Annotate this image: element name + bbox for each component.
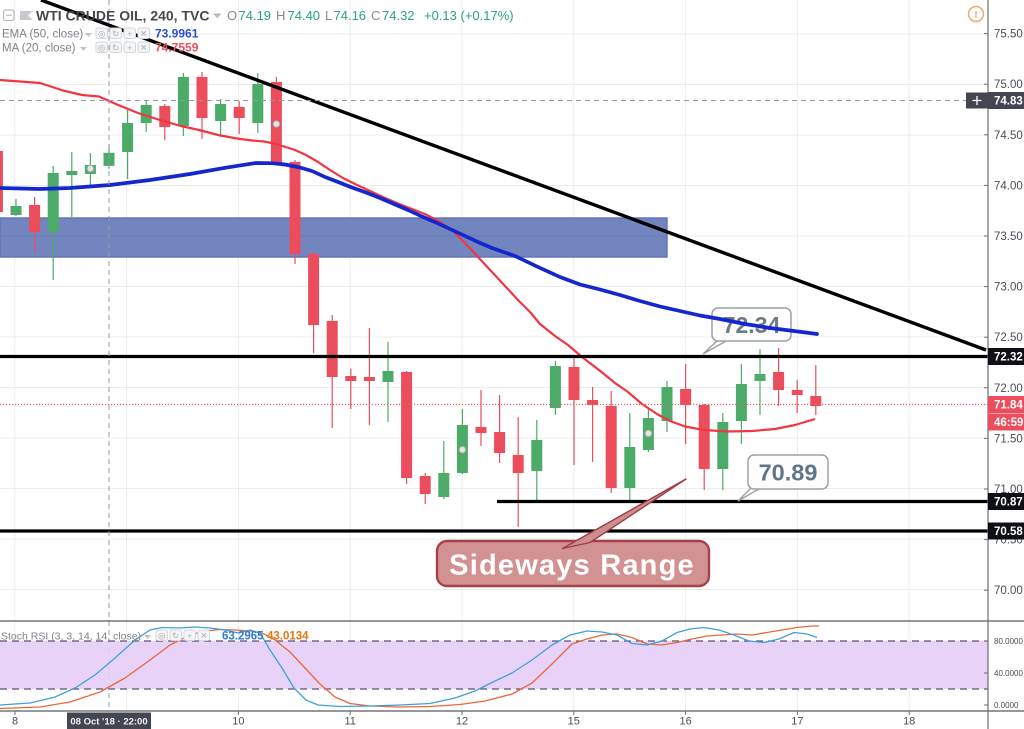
svg-text:Sideways Range: Sideways Range (449, 550, 695, 582)
svg-text:↻: ↻ (172, 630, 179, 640)
svg-text:◎: ◎ (158, 630, 166, 640)
svg-text:EMA (50, close): EMA (50, close) (2, 29, 83, 41)
svg-text:11: 11 (344, 716, 355, 728)
svg-text:71.50: 71.50 (994, 433, 1023, 445)
svg-text:Stoch RSI (3, 3, 14, 14, close: Stoch RSI (3, 3, 14, 14, close) (1, 631, 141, 643)
svg-text:72.50: 72.50 (994, 332, 1023, 344)
svg-text:↻: ↻ (112, 28, 119, 38)
svg-text:L: L (325, 8, 332, 23)
svg-text:73.50: 73.50 (994, 231, 1023, 243)
svg-text:✕: ✕ (200, 630, 207, 640)
svg-text:+0.13 (+0.17%): +0.13 (+0.17%) (424, 8, 514, 23)
svg-text:74.19: 74.19 (239, 8, 272, 23)
svg-text:✕: ✕ (140, 28, 147, 38)
svg-text:◎: ◎ (98, 42, 106, 52)
svg-text:74.50: 74.50 (994, 130, 1023, 142)
svg-text:18: 18 (903, 716, 915, 728)
svg-text:08 Oct '18 · 22:00: 08 Oct '18 · 22:00 (70, 717, 147, 728)
svg-text:43.0134: 43.0134 (267, 631, 309, 643)
svg-text:70.89: 70.89 (759, 460, 818, 486)
svg-text:✕: ✕ (140, 42, 147, 52)
svg-text:+: + (127, 28, 132, 38)
svg-text:75.50: 75.50 (994, 29, 1023, 41)
svg-text:73.00: 73.00 (994, 282, 1023, 294)
svg-text:↻: ↻ (112, 42, 119, 52)
svg-text:H: H (276, 8, 285, 23)
svg-text:0.0000: 0.0000 (994, 701, 1019, 710)
svg-text:63.2965: 63.2965 (222, 631, 264, 643)
svg-text:!: ! (974, 9, 978, 21)
svg-text:17: 17 (791, 716, 803, 728)
svg-text:72.00: 72.00 (994, 383, 1023, 395)
svg-text:74.83: 74.83 (994, 96, 1023, 108)
svg-text:15: 15 (568, 716, 580, 728)
svg-text:MA (20, close): MA (20, close) (2, 43, 76, 55)
svg-text:74.16: 74.16 (334, 8, 367, 23)
svg-text:70.87: 70.87 (994, 497, 1023, 509)
svg-text:+: + (187, 630, 192, 640)
svg-text:74.32: 74.32 (382, 8, 415, 23)
svg-text:40.0000: 40.0000 (994, 669, 1023, 678)
svg-text:O: O (227, 8, 237, 23)
svg-text:74.7559: 74.7559 (155, 41, 199, 55)
svg-text:74.40: 74.40 (288, 8, 321, 23)
svg-text:70.58: 70.58 (994, 526, 1023, 538)
svg-text:80.0000: 80.0000 (994, 637, 1023, 646)
svg-text:73.9961: 73.9961 (155, 27, 199, 41)
svg-text:16: 16 (679, 716, 691, 728)
svg-text:C: C (371, 8, 380, 23)
svg-text:8: 8 (12, 716, 18, 728)
svg-text:WTI CRUDE OIL, 240, TVC: WTI CRUDE OIL, 240, TVC (36, 8, 209, 24)
svg-text:72.32: 72.32 (994, 352, 1023, 364)
svg-text:10: 10 (232, 716, 244, 728)
svg-text:71.84: 71.84 (994, 400, 1023, 412)
svg-text:75.00: 75.00 (994, 79, 1023, 91)
svg-text:12: 12 (456, 716, 468, 728)
svg-text:74.00: 74.00 (994, 180, 1023, 192)
svg-text:70.00: 70.00 (994, 585, 1023, 597)
svg-text:◎: ◎ (98, 28, 106, 38)
svg-text:46:59: 46:59 (994, 417, 1023, 429)
svg-text:+: + (127, 42, 132, 52)
